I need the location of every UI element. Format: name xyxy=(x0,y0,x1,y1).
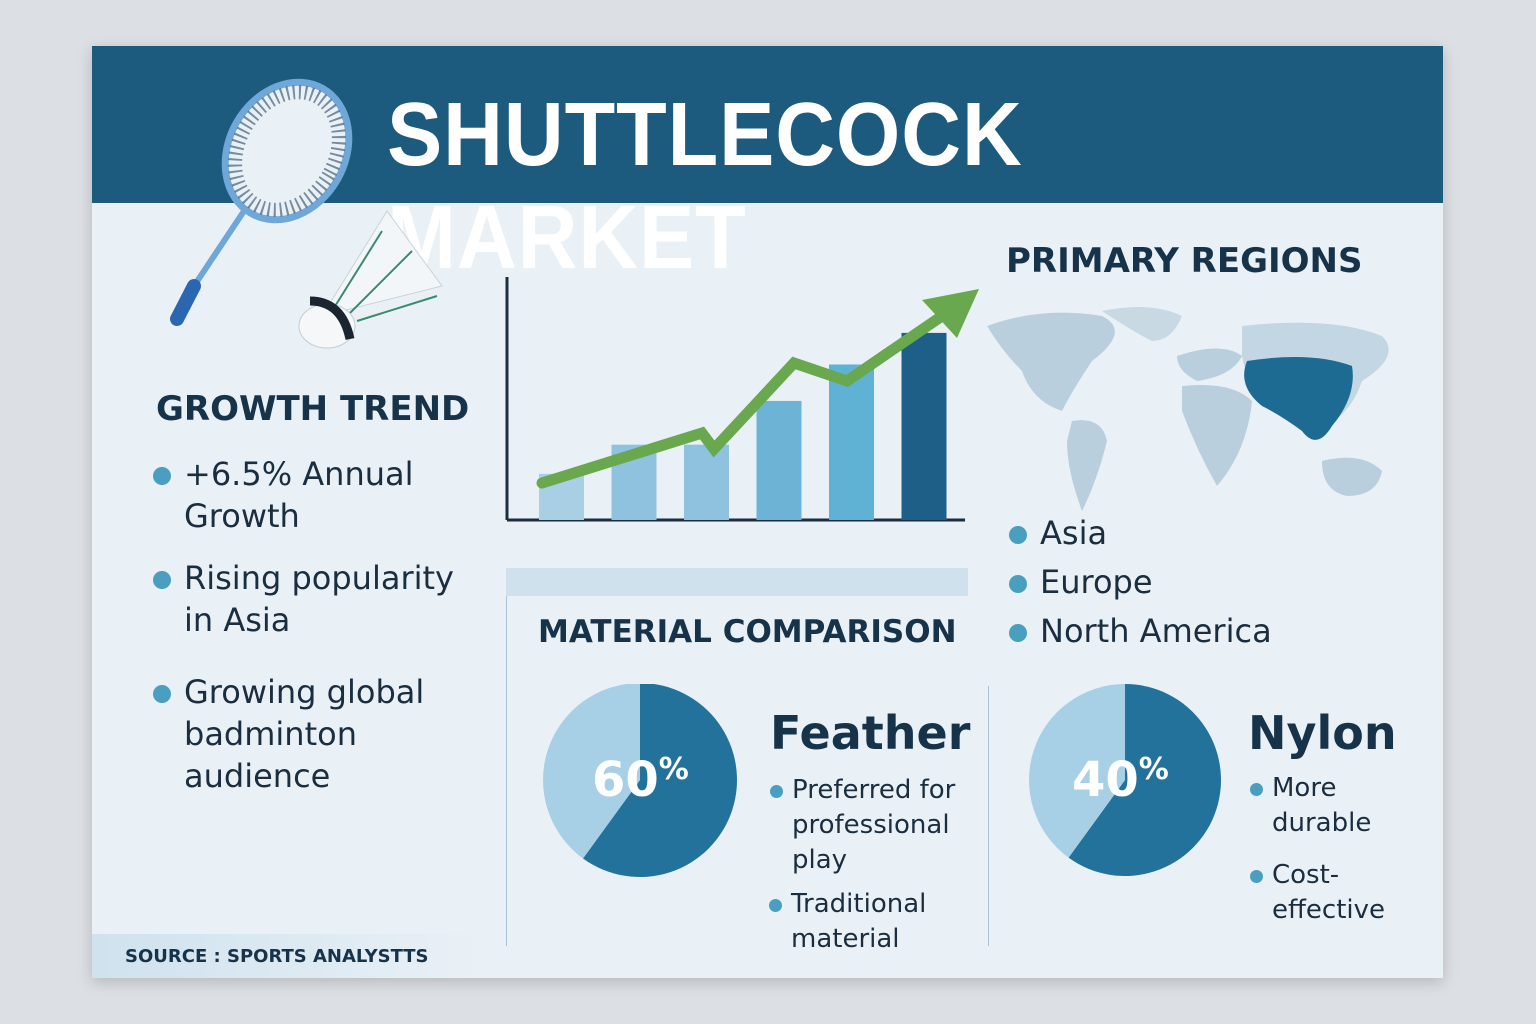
nylon-item: Cost-effective xyxy=(1250,858,1412,928)
europe-shape xyxy=(1177,348,1242,381)
regions-heading: PRIMARY REGIONS xyxy=(1006,241,1363,281)
shuttlecock-icon xyxy=(298,210,443,349)
feather-item: Preferred for professional play xyxy=(770,773,972,878)
australia-shape xyxy=(1322,457,1382,496)
pie-slice xyxy=(1029,684,1125,858)
north-america-shape xyxy=(987,312,1115,411)
infographic-card: SHUTTLECOCK MARKET GROWTH TREND +6.5% An… xyxy=(92,46,1443,978)
bar xyxy=(684,444,729,520)
page-title: SHUTTLECOCK MARKET xyxy=(387,85,1023,288)
divider xyxy=(506,596,507,946)
pie-slice xyxy=(582,684,737,877)
nylon-item: More durable xyxy=(1250,771,1412,841)
growth-item: Growing global badminton audience xyxy=(153,671,454,797)
region-item: Europe xyxy=(1009,561,1153,603)
nylon-title: Nylon xyxy=(1248,706,1397,760)
bar xyxy=(901,332,947,520)
trend-arrow-head xyxy=(922,289,979,338)
asia-highlight xyxy=(1244,357,1353,440)
source-note: SOURCE : SPORTS ANALYSTTS xyxy=(92,934,492,978)
pie-slice xyxy=(1068,684,1221,876)
africa-shape xyxy=(1182,385,1252,486)
growth-item: Rising popularity in Asia xyxy=(153,557,474,641)
feather-pie-chart xyxy=(543,684,737,877)
greenland-shape xyxy=(1102,307,1182,341)
materials-heading: MATERIAL COMPARISON xyxy=(538,614,957,650)
growth-bar-chart xyxy=(505,277,979,522)
growth-item: +6.5% Annual Growth xyxy=(153,453,454,537)
feather-title: Feather xyxy=(770,706,971,760)
nylon-percent: 40% xyxy=(1072,752,1169,808)
bar xyxy=(829,364,874,520)
nylon-pie-chart xyxy=(1029,684,1221,876)
racket-shuttlecock-illustration xyxy=(170,78,443,349)
feather-item: Traditional material xyxy=(769,887,971,957)
region-item: North America xyxy=(1009,610,1272,652)
world-map xyxy=(987,307,1389,511)
region-item: Asia xyxy=(1009,512,1107,554)
pie-slice xyxy=(543,684,640,859)
bar xyxy=(756,400,802,520)
growth-heading: GROWTH TREND xyxy=(156,389,470,429)
divider xyxy=(988,686,989,946)
divider-band xyxy=(506,568,968,596)
trend-line xyxy=(536,310,948,489)
racket-icon xyxy=(170,78,353,326)
feather-percent: 60% xyxy=(592,752,689,808)
south-america-shape xyxy=(1067,420,1107,511)
